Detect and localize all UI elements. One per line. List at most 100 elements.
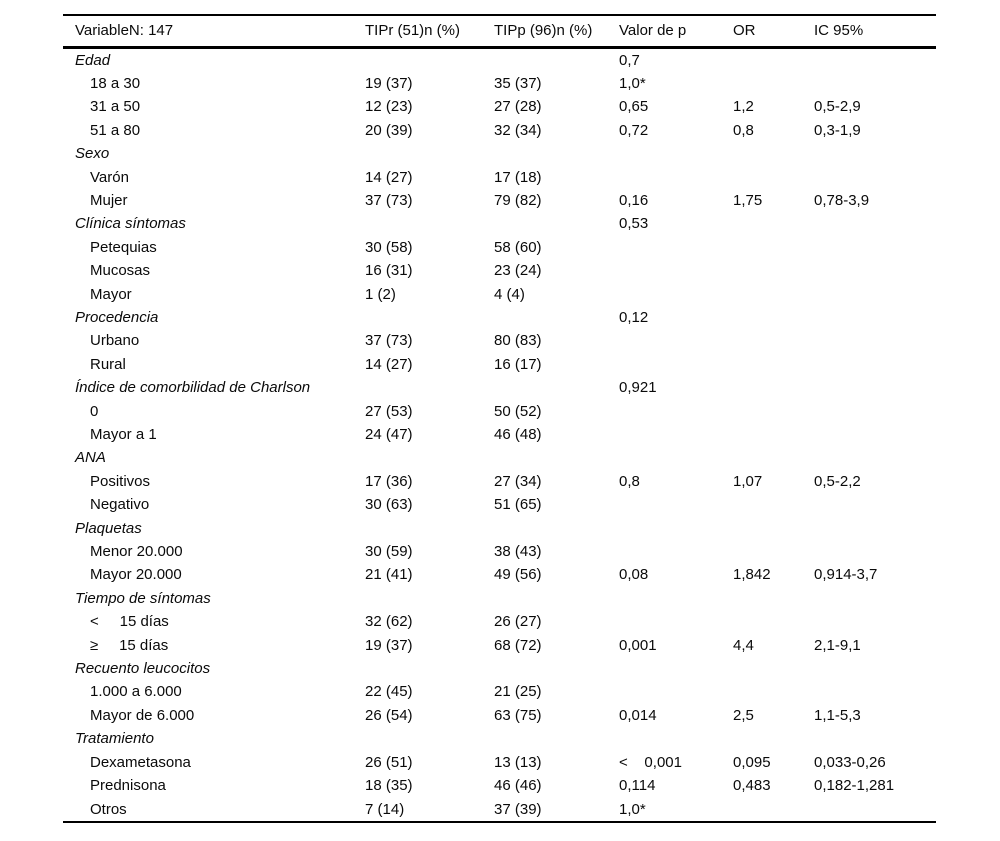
cell-tipp: 58 (60) bbox=[494, 238, 542, 256]
cell-or bbox=[733, 329, 814, 352]
cell-or bbox=[733, 306, 814, 329]
table-row: Rural 14 (27) 16 (17) bbox=[63, 353, 936, 376]
cell-valor-p bbox=[619, 540, 733, 563]
cell-valor-p: 0,65 bbox=[619, 98, 649, 116]
column-header-tipr: TIPr (51)n (%) bbox=[365, 15, 494, 49]
cell-tipp: 16 (17) bbox=[494, 355, 542, 373]
cell-valor-p: 0,08 bbox=[619, 566, 649, 584]
cell-valor-p bbox=[619, 423, 733, 446]
cell-ic95 bbox=[814, 306, 936, 329]
row-label: Mayor bbox=[90, 285, 132, 303]
cell-tipp: 46 (48) bbox=[494, 426, 542, 443]
cell-ic95 bbox=[814, 142, 936, 165]
cell-or bbox=[733, 47, 814, 72]
cell-tipp: 26 (27) bbox=[494, 613, 542, 631]
row-label: Procedencia bbox=[75, 308, 159, 326]
cell-ic95 bbox=[814, 680, 936, 703]
table-row: Tratamiento bbox=[63, 727, 936, 750]
cell-tipp bbox=[494, 47, 619, 72]
row-label: Prednisona bbox=[90, 777, 166, 795]
cell-tipp: 27 (28) bbox=[494, 98, 542, 116]
cell-tipp: 49 (56) bbox=[494, 566, 542, 584]
cell-valor-p bbox=[619, 657, 733, 680]
cell-tipp: 68 (72) bbox=[494, 636, 542, 654]
table-row: 18 a 30 19 (37) 35 (37) 1,0* bbox=[63, 72, 936, 95]
cell-ic95 bbox=[814, 376, 936, 399]
table-row: 31 a 50 12 (23) 27 (28) 0,65 1,2 0,5-2,9 bbox=[63, 95, 936, 118]
cell-tipr: 20 (39) bbox=[365, 121, 413, 139]
cell-tipr bbox=[365, 587, 494, 610]
cell-tipr bbox=[365, 212, 494, 235]
cell-valor-p: 0,001 bbox=[619, 636, 657, 654]
row-label: 51 a 80 bbox=[90, 121, 141, 139]
cell-tipp: 21 (25) bbox=[494, 683, 542, 701]
table-row: Menor 20.000 30 (59) 38 (43) bbox=[63, 540, 936, 563]
cell-tipp bbox=[494, 376, 619, 399]
cell-ic95 bbox=[814, 540, 936, 563]
row-label: ≥ 15 días bbox=[90, 636, 169, 654]
cell-tipr bbox=[365, 446, 494, 469]
cell-tipr: 16 (31) bbox=[365, 262, 413, 280]
cell-or bbox=[733, 212, 814, 235]
table-header-row: VariableN: 147 TIPr (51)n (%) TIPp (96)n… bbox=[63, 15, 936, 49]
cell-valor-p bbox=[619, 680, 733, 703]
cell-valor-p bbox=[619, 446, 733, 469]
cell-tipp: 27 (34) bbox=[494, 472, 542, 490]
row-label: Índice de comorbilidad de Charlson bbox=[75, 379, 311, 397]
row-label: Mucosas bbox=[90, 262, 151, 280]
cell-tipr: 21 (41) bbox=[365, 566, 413, 584]
cell-tipr bbox=[365, 306, 494, 329]
cell-ic95 bbox=[814, 259, 936, 282]
table-row: Mujer 37 (73) 79 (82) 0,16 1,75 0,78-3,9 bbox=[63, 189, 936, 212]
cell-ic95 bbox=[814, 657, 936, 680]
column-header-tipp: TIPp (96)n (%) bbox=[494, 15, 619, 49]
row-label: 1.000 a 6.000 bbox=[90, 683, 182, 701]
cell-ic95 bbox=[814, 400, 936, 423]
cell-ic95: 0,78-3,9 bbox=[814, 191, 870, 209]
row-label: 18 a 30 bbox=[90, 74, 141, 92]
cell-or: 4,4 bbox=[733, 636, 754, 654]
cell-or: 0,483 bbox=[733, 777, 771, 795]
table-row: Prednisona 18 (35) 46 (46) 0,114 0,483 0… bbox=[63, 774, 936, 797]
row-label: Negativo bbox=[90, 496, 150, 514]
cell-tipr bbox=[365, 142, 494, 165]
cell-tipr: 30 (59) bbox=[365, 543, 413, 561]
cell-or bbox=[733, 283, 814, 306]
table-row: Mayor a 1 24 (47) 46 (48) bbox=[63, 423, 936, 446]
cell-ic95 bbox=[814, 353, 936, 376]
cell-tipp: 51 (65) bbox=[494, 496, 542, 514]
cell-valor-p bbox=[619, 400, 733, 423]
table-row: < 15 días 32 (62) 26 (27) bbox=[63, 610, 936, 633]
cell-tipr: 37 (73) bbox=[365, 332, 413, 350]
cell-valor-p: 0,12 bbox=[619, 308, 649, 326]
row-label: Sexo bbox=[75, 145, 110, 163]
cell-ic95 bbox=[814, 212, 936, 235]
cell-ic95: 0,914-3,7 bbox=[814, 566, 878, 584]
column-header-valor-p: Valor de p bbox=[619, 15, 733, 49]
cell-valor-p bbox=[619, 329, 733, 352]
cell-or bbox=[733, 166, 814, 189]
table-row: Mayor 20.000 21 (41) 49 (56) 0,08 1,842 … bbox=[63, 563, 936, 586]
cell-or bbox=[733, 540, 814, 563]
row-label: ANA bbox=[75, 449, 106, 467]
cell-tipr: 1 (2) bbox=[365, 285, 396, 303]
table-row: Procedencia 0,12 bbox=[63, 306, 936, 329]
row-label: 0 bbox=[90, 402, 99, 420]
cell-ic95 bbox=[814, 493, 936, 516]
cell-ic95: 0,3-1,9 bbox=[814, 121, 861, 139]
cell-valor-p: 0,014 bbox=[619, 706, 657, 724]
cell-valor-p: 0,53 bbox=[619, 215, 649, 233]
cell-ic95 bbox=[814, 236, 936, 259]
cell-valor-p: 1,0* bbox=[619, 800, 646, 818]
cell-tipp bbox=[494, 657, 619, 680]
cell-valor-p bbox=[619, 166, 733, 189]
cell-ic95: 0,5-2,9 bbox=[814, 98, 861, 116]
cell-valor-p bbox=[619, 727, 733, 750]
column-header-variable: VariableN: 147 bbox=[63, 15, 365, 49]
cell-tipp: 80 (83) bbox=[494, 332, 542, 350]
cell-valor-p: < 0,001 bbox=[619, 753, 682, 771]
cell-or bbox=[733, 493, 814, 516]
cell-valor-p bbox=[619, 610, 733, 633]
cell-tipr: 22 (45) bbox=[365, 683, 413, 701]
row-label: Otros bbox=[90, 800, 127, 818]
